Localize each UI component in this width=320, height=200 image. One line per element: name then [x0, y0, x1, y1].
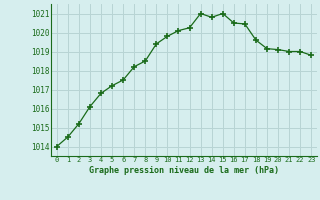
X-axis label: Graphe pression niveau de la mer (hPa): Graphe pression niveau de la mer (hPa) [89, 166, 279, 175]
